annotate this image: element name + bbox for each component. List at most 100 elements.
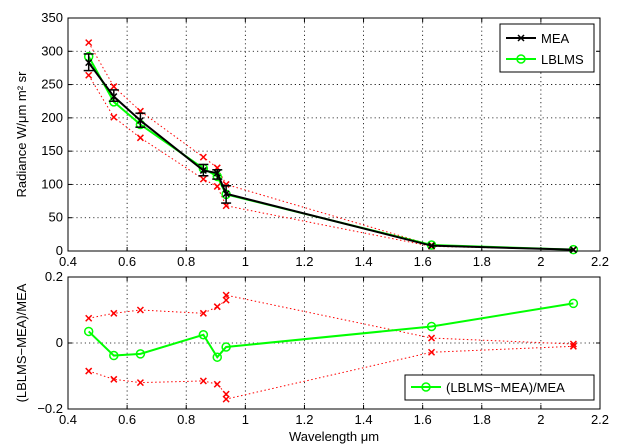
- series-mea-point: [136, 116, 144, 125]
- bound-upper-marker-stroke-b: [199, 153, 207, 161]
- bound-lower-marker: [110, 375, 118, 383]
- series-reldiff-point: [212, 352, 223, 362]
- bound-lower-marker: [213, 182, 221, 190]
- bound-upper-marker-stroke-b: [110, 83, 118, 91]
- series-mea-point-stroke-b: [213, 169, 221, 177]
- legend-label-mea: MEA: [541, 31, 570, 46]
- x-tick-label: 1.6: [414, 412, 432, 427]
- series-reldiff-point: [109, 350, 119, 361]
- x-tick-label: 1.2: [295, 254, 313, 269]
- bound-lower-line: [88, 74, 574, 251]
- series-reldiff-point: [426, 321, 437, 332]
- x-tick-label: 1.4: [355, 412, 373, 427]
- legend-marker-mea-stroke-b: [517, 34, 525, 42]
- series-mea-point-stroke-b: [199, 166, 207, 174]
- legend: MEA LBLMS: [499, 23, 595, 73]
- bound-lower-marker-stroke-b: [569, 342, 577, 350]
- bound-lower-marker-stroke-b: [428, 348, 436, 356]
- x-tick-label: 1: [242, 412, 249, 427]
- bound-upper-marker-stroke-b: [213, 303, 221, 311]
- x-tick-label: 0.4: [59, 412, 77, 427]
- bound-upper-marker: [222, 291, 230, 299]
- axes-frame: [67, 17, 601, 252]
- bound-upper-marker-stroke-b: [428, 334, 436, 342]
- x-tick-label: 2.2: [591, 254, 609, 269]
- series-reldiff-point: [568, 298, 579, 309]
- legend-marker-mea: [517, 34, 525, 42]
- bound-upper-marker: [110, 309, 118, 317]
- bound-lower-marker: [222, 395, 230, 403]
- bound-lower-marker: [199, 175, 207, 183]
- y-tick-label: 100: [41, 176, 63, 191]
- series-mea-point: [222, 190, 230, 198]
- bound-upper-marker: [213, 303, 221, 311]
- series-mea-point: [85, 59, 93, 67]
- bound-lower-marker-stroke-b: [199, 175, 207, 183]
- bound-lower-marker: [199, 377, 207, 385]
- x-tick-label: 1.4: [355, 254, 373, 269]
- series-mea-point: [199, 166, 207, 174]
- bound-upper-marker-stroke-b: [199, 309, 207, 317]
- bound-upper-marker: [136, 306, 144, 314]
- x-tick-label: 0.8: [177, 254, 195, 269]
- y-tick-label: −0.2: [37, 401, 63, 416]
- bound-upper-marker: [428, 334, 436, 342]
- bound-lower-marker-stroke-b: [199, 377, 207, 385]
- y-tick-label: 150: [41, 143, 63, 158]
- series-mea-point-stroke-b: [428, 242, 436, 250]
- bound-lower-marker-stroke-b: [85, 71, 93, 79]
- y-axis-label: (LBLMS−MEA)/MEA: [14, 283, 29, 402]
- bound-lower-marker: [85, 367, 93, 375]
- series-mea-point-stroke-b: [85, 59, 93, 67]
- x-tick-label: 2.2: [591, 412, 609, 427]
- series-mea-point-stroke-b: [569, 246, 577, 254]
- bound-lower-marker: [569, 342, 577, 350]
- y-tick-label: 300: [41, 43, 63, 58]
- bound-upper-marker-stroke-b: [110, 309, 118, 317]
- x-tick-label: 1: [242, 254, 249, 269]
- bound-upper-marker: [199, 153, 207, 161]
- x-tick-label: 1.2: [295, 412, 313, 427]
- x-tick-label: 0.4: [59, 254, 77, 269]
- radiance-plot: 0.4 0.6 0.8 1 1.2 1.4 1.6 1.8 2 2.2 0 50 100 150 200 25…: [14, 10, 609, 269]
- bound-lower-marker-stroke-b: [213, 182, 221, 190]
- bound-upper-marker: [85, 39, 93, 47]
- legend: (LBLMS−MEA)/MEA: [404, 374, 595, 401]
- series-mea-line: [87, 62, 574, 251]
- x-tick-label: 1.8: [473, 254, 491, 269]
- axes-frame: [67, 276, 601, 410]
- y-tick-label: 0: [56, 243, 63, 258]
- bound-lower-marker: [136, 379, 144, 387]
- series-reldiff-point: [83, 326, 94, 337]
- bound-upper-marker: [110, 83, 118, 91]
- y-tick-label: 0.2: [45, 269, 63, 284]
- series-mea-point-stroke-b: [136, 116, 144, 125]
- bound-upper-marker-stroke-b: [222, 291, 230, 299]
- y-tick-label: 200: [41, 110, 63, 125]
- x-tick-label: 1.8: [473, 412, 491, 427]
- bound-upper-marker-stroke-b: [85, 39, 93, 47]
- bound-upper-marker: [199, 309, 207, 317]
- bound-lower-marker: [428, 348, 436, 356]
- bound-upper-marker-stroke-b: [136, 306, 144, 314]
- y-tick-label: 250: [41, 77, 63, 92]
- bound-lower-marker-stroke-b: [222, 395, 230, 403]
- series-mea-point: [428, 242, 436, 250]
- series-mea-point: [569, 246, 577, 254]
- legend-marker-lblms: [516, 54, 526, 64]
- x-axis-label: Wavelength μm: [289, 429, 379, 444]
- bound-lower-marker-stroke-b: [136, 134, 144, 142]
- x-tick-label: 0.6: [118, 412, 136, 427]
- bound-lower-marker-stroke-b: [136, 379, 144, 387]
- bound-lower-marker-stroke-b: [110, 375, 118, 383]
- y-tick-label: 0: [56, 335, 63, 350]
- x-tick-label: 2: [537, 412, 544, 427]
- bound-lower-marker-stroke-b: [213, 380, 221, 388]
- series-mea-point-stroke-b: [222, 190, 230, 198]
- series-mea-point: [110, 93, 118, 101]
- bound-lower-marker: [110, 113, 118, 121]
- series-reldiff-point: [198, 330, 209, 340]
- series-mea-point: [213, 169, 221, 177]
- series-reldiff-point: [221, 342, 231, 352]
